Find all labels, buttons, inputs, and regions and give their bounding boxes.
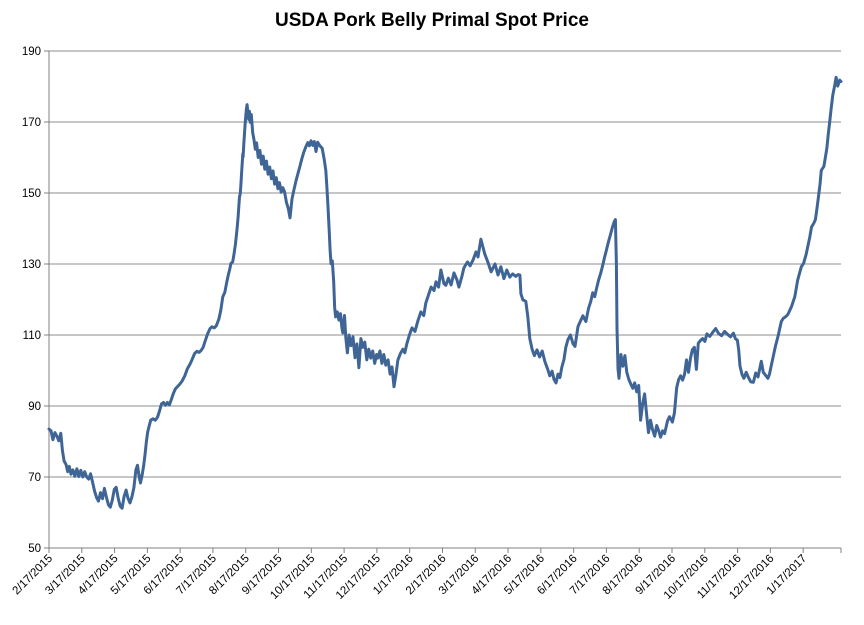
y-axis-tick-label: 170 <box>22 117 41 129</box>
y-axis-tick-label: 70 <box>28 472 41 484</box>
price-line-series <box>47 75 843 510</box>
y-axis-tick-label: 90 <box>28 401 41 413</box>
chart-title: USDA Pork Belly Primal Spot Price <box>275 10 589 31</box>
y-axis-tick-label: 130 <box>22 259 41 271</box>
y-axis-tick-label: 110 <box>23 330 41 342</box>
y-axis-tick-label: 50 <box>28 543 41 555</box>
y-axis-tick-label: 190 <box>22 46 41 58</box>
y-axis-tick-label: 150 <box>22 188 41 200</box>
